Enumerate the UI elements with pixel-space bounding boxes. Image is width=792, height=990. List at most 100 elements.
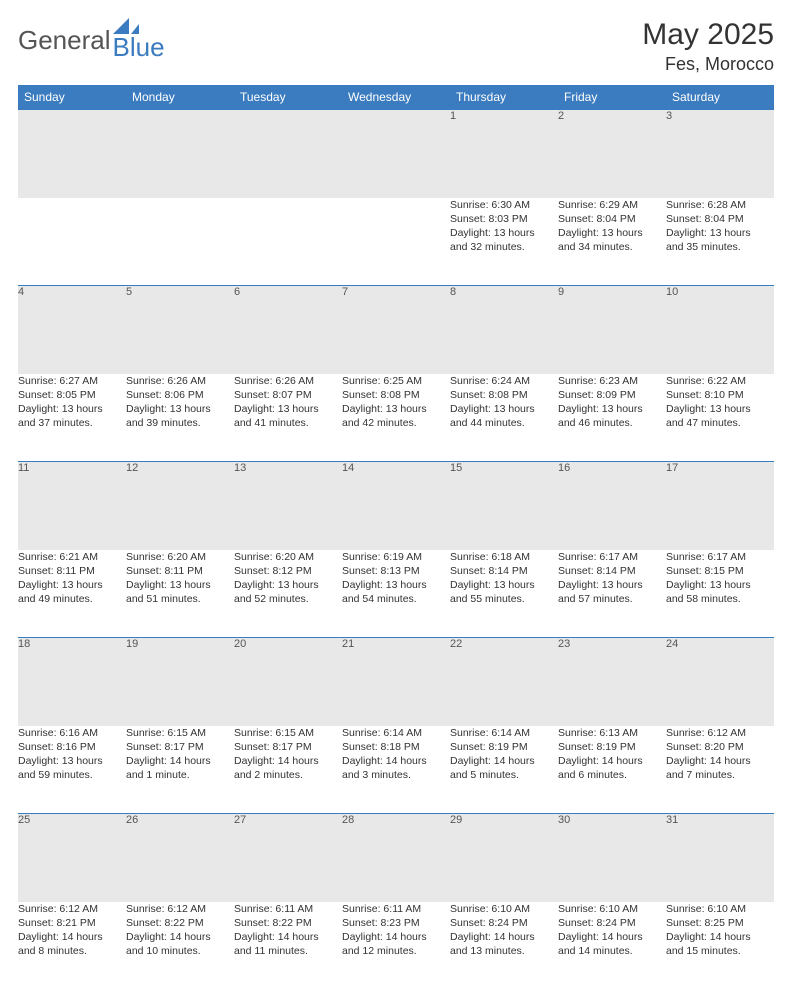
title-block: May 2025 Fes, Morocco (642, 18, 774, 75)
daylight-text: Daylight: 13 hours (126, 402, 234, 416)
calendar-table: Sunday Monday Tuesday Wednesday Thursday… (18, 85, 774, 990)
daylight-text: and 5 minutes. (450, 768, 558, 782)
day-body-cell: Sunrise: 6:20 AMSunset: 8:11 PMDaylight:… (126, 550, 234, 638)
day-body-cell: Sunrise: 6:30 AMSunset: 8:03 PMDaylight:… (450, 198, 558, 286)
day-body-cell: Sunrise: 6:17 AMSunset: 8:14 PMDaylight:… (558, 550, 666, 638)
dow-sunday: Sunday (18, 85, 126, 110)
daylight-text: and 34 minutes. (558, 240, 666, 254)
sunrise-text: Sunrise: 6:21 AM (18, 550, 126, 564)
daylight-text: and 12 minutes. (342, 944, 450, 958)
sunrise-text: Sunrise: 6:12 AM (18, 902, 126, 916)
daylight-text: Daylight: 13 hours (558, 226, 666, 240)
day-body-cell (342, 198, 450, 286)
daylight-text: and 42 minutes. (342, 416, 450, 430)
sunrise-text: Sunrise: 6:12 AM (126, 902, 234, 916)
page-title: May 2025 (642, 18, 774, 52)
dow-friday: Friday (558, 85, 666, 110)
day-number-cell (18, 110, 126, 198)
daylight-text: and 52 minutes. (234, 592, 342, 606)
day-number-cell: 17 (666, 462, 774, 550)
daylight-text: Daylight: 13 hours (450, 578, 558, 592)
daylight-text: Daylight: 14 hours (450, 930, 558, 944)
day-body-cell: Sunrise: 6:10 AMSunset: 8:24 PMDaylight:… (558, 902, 666, 990)
daylight-text: and 1 minute. (126, 768, 234, 782)
daylight-text: Daylight: 13 hours (666, 226, 774, 240)
day-number-cell: 21 (342, 638, 450, 726)
daylight-text: and 15 minutes. (666, 944, 774, 958)
sunrise-text: Sunrise: 6:28 AM (666, 198, 774, 212)
sunset-text: Sunset: 8:17 PM (234, 740, 342, 754)
day-body-cell: Sunrise: 6:20 AMSunset: 8:12 PMDaylight:… (234, 550, 342, 638)
day-body-cell: Sunrise: 6:28 AMSunset: 8:04 PMDaylight:… (666, 198, 774, 286)
sunset-text: Sunset: 8:21 PM (18, 916, 126, 930)
day-number-cell: 20 (234, 638, 342, 726)
day-body-cell: Sunrise: 6:11 AMSunset: 8:23 PMDaylight:… (342, 902, 450, 990)
daylight-text: Daylight: 14 hours (450, 754, 558, 768)
day-number-cell: 11 (18, 462, 126, 550)
sunrise-text: Sunrise: 6:24 AM (450, 374, 558, 388)
daylight-text: Daylight: 13 hours (450, 402, 558, 416)
sunset-text: Sunset: 8:06 PM (126, 388, 234, 402)
sunset-text: Sunset: 8:12 PM (234, 564, 342, 578)
day-body-row: Sunrise: 6:30 AMSunset: 8:03 PMDaylight:… (18, 198, 774, 286)
day-number-cell: 16 (558, 462, 666, 550)
location-subtitle: Fes, Morocco (642, 54, 774, 75)
day-body-cell: Sunrise: 6:10 AMSunset: 8:24 PMDaylight:… (450, 902, 558, 990)
day-number-cell: 22 (450, 638, 558, 726)
dow-wednesday: Wednesday (342, 85, 450, 110)
daylight-text: Daylight: 13 hours (342, 578, 450, 592)
day-number-row: 25262728293031 (18, 814, 774, 902)
sunrise-text: Sunrise: 6:22 AM (666, 374, 774, 388)
daylight-text: Daylight: 13 hours (126, 578, 234, 592)
day-body-cell: Sunrise: 6:17 AMSunset: 8:15 PMDaylight:… (666, 550, 774, 638)
daylight-text: Daylight: 14 hours (234, 930, 342, 944)
sunset-text: Sunset: 8:09 PM (558, 388, 666, 402)
daylight-text: and 3 minutes. (342, 768, 450, 782)
day-number-cell: 18 (18, 638, 126, 726)
day-body-cell: Sunrise: 6:15 AMSunset: 8:17 PMDaylight:… (234, 726, 342, 814)
daylight-text: and 58 minutes. (666, 592, 774, 606)
day-number-cell: 13 (234, 462, 342, 550)
daylight-text: Daylight: 14 hours (666, 754, 774, 768)
day-body-cell: Sunrise: 6:12 AMSunset: 8:22 PMDaylight:… (126, 902, 234, 990)
daylight-text: and 32 minutes. (450, 240, 558, 254)
day-body-cell: Sunrise: 6:25 AMSunset: 8:08 PMDaylight:… (342, 374, 450, 462)
sunrise-text: Sunrise: 6:17 AM (666, 550, 774, 564)
daylight-text: and 54 minutes. (342, 592, 450, 606)
dow-header-row: Sunday Monday Tuesday Wednesday Thursday… (18, 85, 774, 110)
daylight-text: Daylight: 13 hours (558, 402, 666, 416)
daylight-text: and 2 minutes. (234, 768, 342, 782)
day-body-cell: Sunrise: 6:29 AMSunset: 8:04 PMDaylight:… (558, 198, 666, 286)
day-body-cell: Sunrise: 6:14 AMSunset: 8:18 PMDaylight:… (342, 726, 450, 814)
day-body-cell: Sunrise: 6:26 AMSunset: 8:06 PMDaylight:… (126, 374, 234, 462)
dow-tuesday: Tuesday (234, 85, 342, 110)
sunset-text: Sunset: 8:19 PM (450, 740, 558, 754)
sunset-text: Sunset: 8:11 PM (18, 564, 126, 578)
sunset-text: Sunset: 8:24 PM (558, 916, 666, 930)
sunrise-text: Sunrise: 6:18 AM (450, 550, 558, 564)
sunset-text: Sunset: 8:03 PM (450, 212, 558, 226)
day-body-cell: Sunrise: 6:22 AMSunset: 8:10 PMDaylight:… (666, 374, 774, 462)
day-number-cell: 8 (450, 286, 558, 374)
day-number-cell: 5 (126, 286, 234, 374)
day-number-cell: 30 (558, 814, 666, 902)
day-number-cell: 25 (18, 814, 126, 902)
day-body-cell: Sunrise: 6:18 AMSunset: 8:14 PMDaylight:… (450, 550, 558, 638)
dow-monday: Monday (126, 85, 234, 110)
day-body-cell: Sunrise: 6:19 AMSunset: 8:13 PMDaylight:… (342, 550, 450, 638)
daylight-text: and 7 minutes. (666, 768, 774, 782)
sunrise-text: Sunrise: 6:11 AM (234, 902, 342, 916)
sunrise-text: Sunrise: 6:13 AM (558, 726, 666, 740)
sunset-text: Sunset: 8:24 PM (450, 916, 558, 930)
sunrise-text: Sunrise: 6:20 AM (126, 550, 234, 564)
daylight-text: Daylight: 13 hours (18, 578, 126, 592)
day-body-cell: Sunrise: 6:12 AMSunset: 8:21 PMDaylight:… (18, 902, 126, 990)
sunrise-text: Sunrise: 6:19 AM (342, 550, 450, 564)
sunrise-text: Sunrise: 6:16 AM (18, 726, 126, 740)
daylight-text: Daylight: 14 hours (558, 754, 666, 768)
sunset-text: Sunset: 8:14 PM (450, 564, 558, 578)
day-body-row: Sunrise: 6:27 AMSunset: 8:05 PMDaylight:… (18, 374, 774, 462)
daylight-text: Daylight: 13 hours (666, 402, 774, 416)
daylight-text: and 14 minutes. (558, 944, 666, 958)
day-number-cell: 2 (558, 110, 666, 198)
